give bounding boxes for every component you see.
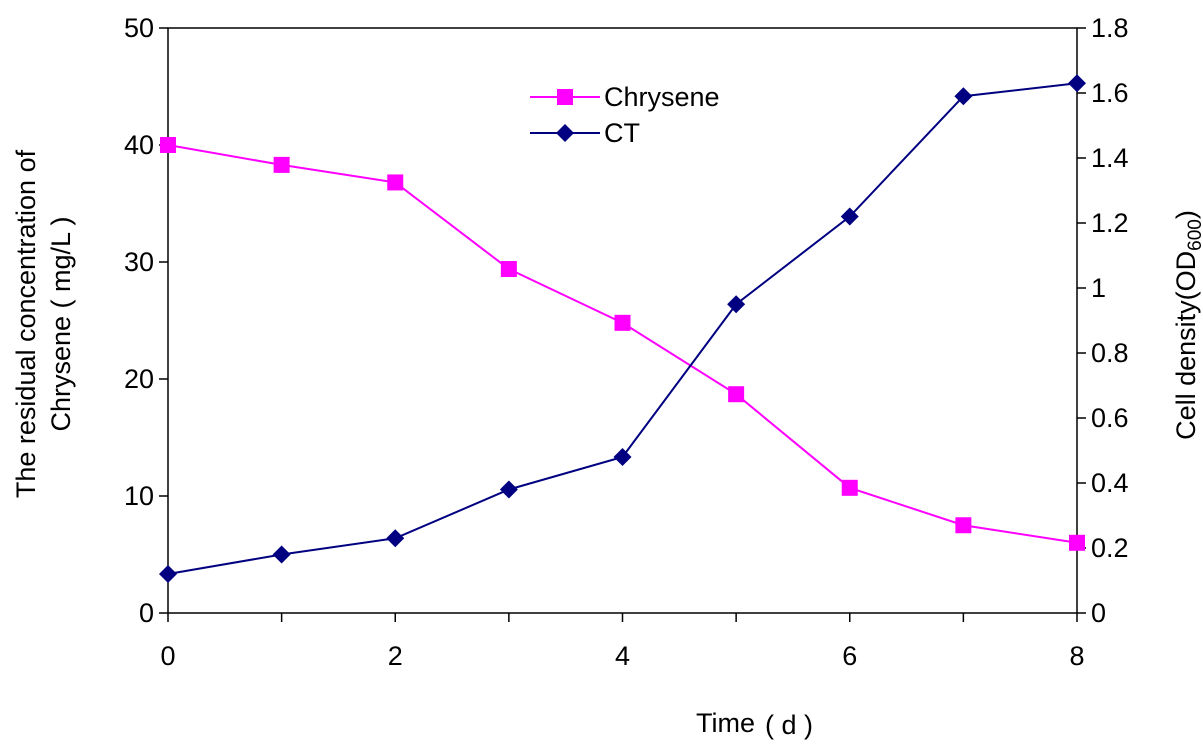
data-point-chrysene	[614, 314, 631, 331]
x-tick-label: 6	[842, 641, 857, 671]
right-axis-title-subscript: 600	[1185, 219, 1203, 251]
x-tick-label: 4	[615, 641, 630, 671]
right-axis-title-main: Cell density(OD	[1171, 251, 1201, 440]
right-y-tick-label: 0	[1091, 598, 1106, 628]
right-y-tick-label: 0.4	[1091, 468, 1129, 498]
data-point-chrysene	[955, 517, 972, 534]
right-y-tick-label: 1.6	[1091, 78, 1129, 108]
left-y-tick-label: 20	[124, 364, 154, 394]
data-point-chrysene	[273, 156, 290, 173]
data-point-chrysene	[387, 174, 404, 191]
data-point-ct	[954, 87, 973, 106]
legend-label-ct: CT	[604, 118, 640, 148]
data-point-ct	[1068, 74, 1086, 93]
data-point-chrysene	[728, 386, 745, 403]
data-point-ct	[727, 295, 746, 314]
x-axis-unit: ( d )	[765, 710, 813, 740]
right-y-tick-label: 0.8	[1091, 338, 1129, 368]
x-tick-label: 2	[388, 641, 403, 671]
data-point-ct	[386, 529, 405, 548]
axis-titles: Time ( d ) The residual concentration of…	[11, 149, 1203, 740]
axes: 0 10 20 30 40 50 0 0.2 0.4 0.6 0.8 1 1.2 1.4 1.6 1.8 0 2 4…	[124, 13, 1129, 671]
right-y-tick-label: 1.2	[1091, 208, 1129, 238]
series-layer	[159, 74, 1086, 583]
left-y-tick-label: 40	[124, 130, 154, 160]
right-y-tick-label: 0.2	[1091, 533, 1129, 563]
x-axis-title: Time	[696, 708, 755, 738]
series-line-chrysene	[167, 144, 1078, 544]
data-point-chrysene	[841, 479, 858, 496]
left-y-tick-label: 0	[139, 598, 154, 628]
data-point-ct	[613, 448, 632, 466]
left-y-tick-label: 50	[124, 13, 154, 43]
left-y-tick-label: 10	[124, 481, 154, 511]
right-axis-title-close: )	[1171, 210, 1201, 219]
right-y-tick-label: 0.6	[1091, 403, 1129, 433]
x-tick-label: 8	[1069, 641, 1084, 671]
legend-label-chrysene: Chrysene	[604, 82, 720, 112]
data-point-ct	[272, 545, 291, 564]
right-y-tick-label: 1.4	[1091, 143, 1129, 173]
right-axis-title: Cell density(OD600)	[1171, 210, 1203, 440]
legend-marker-chrysene	[557, 89, 573, 105]
left-axis-title-line-1: The residual concentration of	[11, 149, 41, 498]
data-point-ct	[159, 565, 177, 583]
right-y-tick-label: 1.8	[1091, 13, 1129, 43]
left-axis-title-line-2: Chrysene ( mg/L )	[46, 216, 76, 431]
data-point-chrysene	[500, 261, 517, 278]
left-y-tick-label: 30	[124, 247, 154, 277]
legend: Chrysene CT	[530, 82, 720, 148]
right-y-tick-label: 1	[1091, 273, 1106, 303]
data-point-chrysene	[160, 137, 176, 153]
data-point-ct	[840, 207, 859, 226]
x-tick-label: 0	[160, 641, 175, 671]
data-point-chrysene	[1069, 534, 1085, 551]
legend-marker-ct	[556, 124, 574, 142]
data-point-ct	[499, 480, 518, 499]
